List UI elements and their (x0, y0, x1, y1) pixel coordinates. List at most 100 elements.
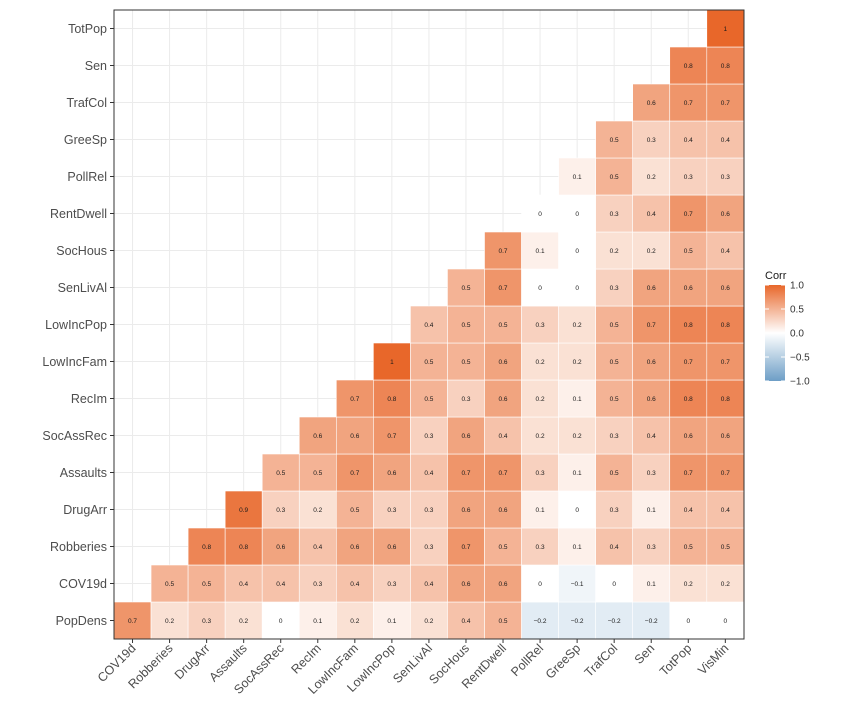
cell-value-label: 0.3 (536, 470, 545, 477)
cell-value-label: 0.3 (721, 174, 730, 181)
cell-value-label: 0.7 (499, 248, 508, 255)
cell-value-label: 0.4 (313, 544, 322, 551)
cell-value-label: 0.2 (536, 396, 545, 403)
cell-value-label: 0.8 (721, 396, 730, 403)
cell-value-label: 0.5 (684, 544, 693, 551)
cell-value-label: 0.8 (387, 396, 396, 403)
cell-value-label: 0.5 (610, 396, 619, 403)
cell-value-label: 0.5 (276, 470, 285, 477)
cell-value-label: 0.7 (684, 100, 693, 107)
cell-value-label: 0.7 (684, 470, 693, 477)
cell-value-label: 0 (538, 285, 542, 292)
cell-value-label: 0.1 (573, 396, 582, 403)
cell-value-label: 0.7 (350, 396, 359, 403)
cell-value-label: 0.7 (721, 359, 730, 366)
cell-value-label: 0 (575, 285, 579, 292)
cell-value-label: 0.5 (610, 359, 619, 366)
cell-value-label: 0.5 (610, 470, 619, 477)
cell-value-label: 0.4 (461, 618, 470, 625)
cell-value-label: 0.2 (350, 618, 359, 625)
y-tick-label: Assaults (60, 466, 107, 480)
cell-value-label: 0.2 (573, 433, 582, 440)
cell-value-label: 0.8 (721, 63, 730, 70)
legend-tick-label: 0.5 (790, 305, 804, 316)
cell-value-label: 0.5 (424, 359, 433, 366)
cell-value-label: 0.2 (573, 359, 582, 366)
cell-value-label: 0.5 (610, 322, 619, 329)
cell-value-label: 0.3 (647, 137, 656, 144)
cell-value-label: 0.1 (573, 174, 582, 181)
cell-value-label: 0.6 (461, 507, 470, 514)
cell-value-label: 0.1 (647, 581, 656, 588)
x-tick-label: RecIm (288, 641, 323, 676)
cell-value-label: 0.5 (610, 137, 619, 144)
cell-value-label: 0.3 (647, 470, 656, 477)
cell-value-label: 0.5 (461, 285, 470, 292)
cell-value-label: 0 (538, 211, 542, 218)
y-tick-label: PollRel (67, 170, 107, 184)
cell-value-label: 0 (575, 211, 579, 218)
cell-value-label: 0.2 (313, 507, 322, 514)
y-tick-label: SocAssRec (42, 429, 107, 443)
cell-value-label: 0.4 (647, 433, 656, 440)
cell-value-label: 0.4 (647, 211, 656, 218)
cell-value-label: 0.6 (499, 396, 508, 403)
cell-value-label: 0 (612, 581, 616, 588)
cell-value-label: 0.4 (721, 248, 730, 255)
cell-value-label: 0.3 (536, 322, 545, 329)
cell-value-label: 0 (575, 507, 579, 514)
cell-value-label: 0.6 (350, 433, 359, 440)
cell-value-label: 0.7 (684, 359, 693, 366)
cell-value-label: 0.3 (387, 581, 396, 588)
x-axis: COV19dRobberiesDrugArrAssaultsSocAssRec R… (95, 639, 732, 697)
cell-value-label: 0.8 (721, 322, 730, 329)
cell-value-label: 0.3 (202, 618, 211, 625)
cell-value-label: 0.6 (276, 544, 285, 551)
cell-value-label: 0.1 (573, 470, 582, 477)
cell-value-label: 0.4 (424, 470, 433, 477)
y-tick-label: Sen (85, 59, 107, 73)
cell-value-label: 0.6 (684, 433, 693, 440)
cell-value-label: 0.5 (461, 359, 470, 366)
y-tick-label: RentDwell (50, 207, 107, 221)
cell-value-label: 0.4 (684, 137, 693, 144)
cell-value-label: 0.2 (239, 618, 248, 625)
x-tick-label: PollRel (508, 641, 546, 679)
cell-value-label: 0.6 (647, 396, 656, 403)
y-tick-label: TrafCol (66, 96, 107, 110)
correlation-heatmap: 0.7 0.2 0.3 0.2 0 0.1 0.2 0.1 0.2 0.4 0.5 −0.2 −0.2 −… (0, 0, 850, 712)
cell-value-label: 0.5 (313, 470, 322, 477)
cell-value-label: 0.8 (239, 544, 248, 551)
cell-value-label: 0.3 (461, 396, 470, 403)
cell-value-label: 0.5 (461, 322, 470, 329)
cell-value-label: 0.3 (684, 174, 693, 181)
cell-value-label: 0.7 (387, 433, 396, 440)
cell-value-label: 0.3 (387, 507, 396, 514)
cell-value-label: 0.1 (573, 544, 582, 551)
cell-value-label: −0.2 (645, 618, 658, 625)
cell-value-label: 0.6 (684, 285, 693, 292)
cell-value-label: −0.2 (534, 618, 547, 625)
cell-value-label: 0.3 (610, 285, 619, 292)
y-tick-label: LowIncPop (45, 318, 107, 332)
cell-value-label: 0.2 (165, 618, 174, 625)
cell-value-label: 0.2 (536, 359, 545, 366)
cell-value-label: 0.7 (499, 285, 508, 292)
cell-value-label: 0 (686, 618, 690, 625)
legend-tick-label: −1.0 (790, 377, 810, 388)
legend-tick-label: −0.5 (790, 353, 810, 364)
cell-value-label: 0.1 (536, 248, 545, 255)
cell-value-label: 0.6 (647, 285, 656, 292)
cell-value-label: 0.2 (721, 581, 730, 588)
cell-value-label: 0 (538, 581, 542, 588)
cell-value-label: 0.5 (499, 544, 508, 551)
y-tick-label: TotPop (68, 22, 107, 36)
cell-value-label: 0.5 (424, 396, 433, 403)
cell-value-label: 0.9 (239, 507, 248, 514)
cell-value-label: −0.2 (608, 618, 621, 625)
cell-value-label: 0.7 (461, 470, 470, 477)
cell-value-label: 1 (390, 359, 394, 366)
cell-value-label: 0.3 (424, 507, 433, 514)
cell-value-label: 0.5 (350, 507, 359, 514)
y-tick-label: LowIncFam (42, 355, 107, 369)
